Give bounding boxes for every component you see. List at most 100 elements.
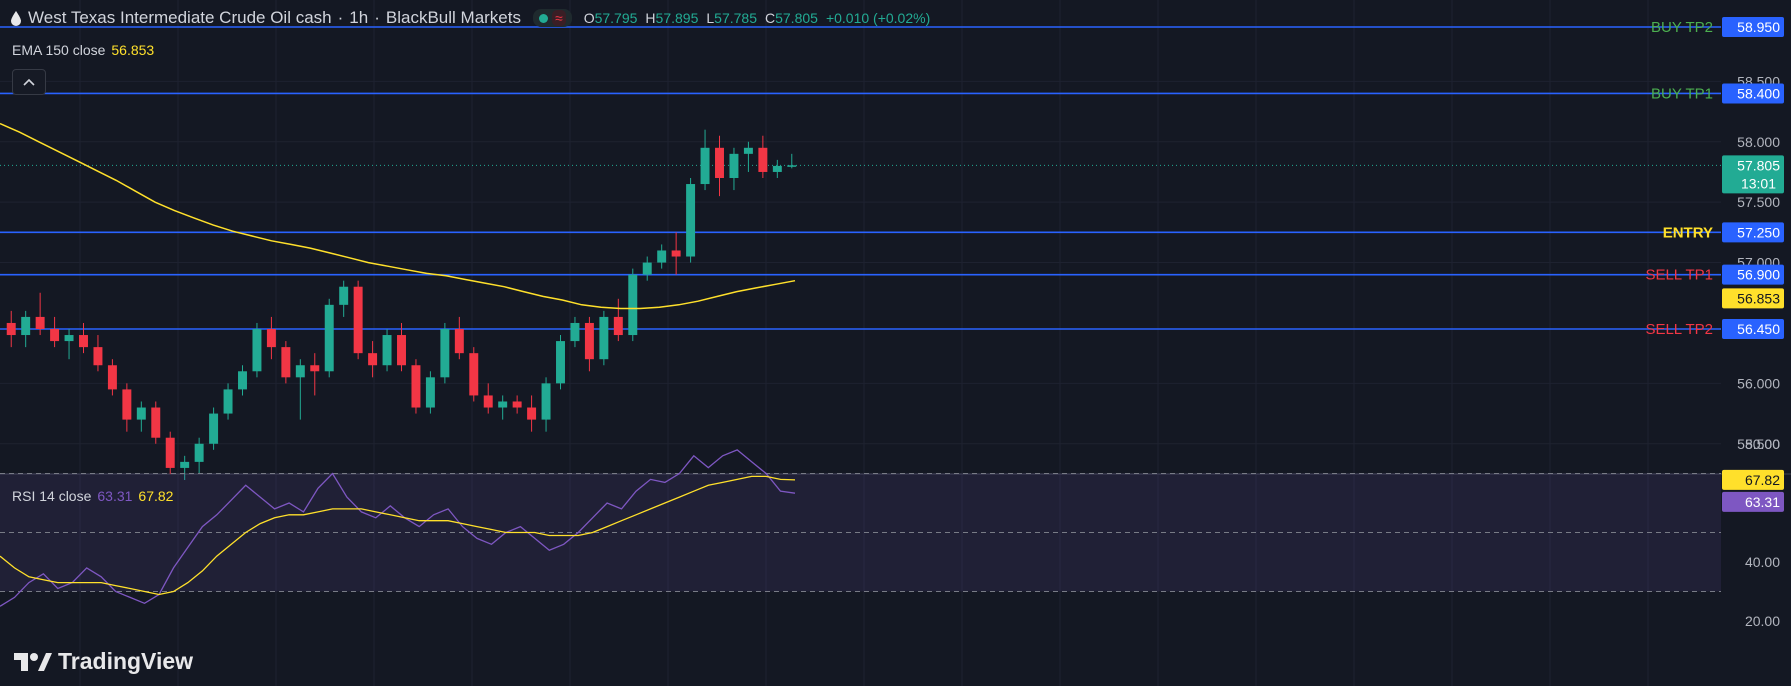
candle-body — [787, 165, 797, 167]
candle-body — [541, 383, 551, 420]
candle-body — [454, 329, 464, 354]
chart-header: West Texas Intermediate Crude Oil cash ·… — [10, 8, 930, 28]
candle-body — [628, 274, 638, 336]
rsi-ma-legend-value: 67.82 — [138, 488, 174, 504]
level-label: SELL TP2 — [1645, 321, 1713, 338]
candle-body — [209, 413, 219, 444]
candle-body — [353, 286, 363, 354]
rsi-legend-label: RSI 14 close — [12, 488, 92, 504]
candle-body — [238, 371, 247, 390]
rsi-ma-tag-label: 67.82 — [1745, 472, 1780, 488]
candles — [6, 129, 797, 480]
candle-body — [295, 365, 305, 378]
open-label: O — [583, 10, 595, 26]
candle-body — [165, 437, 175, 468]
rsi-pane — [0, 449, 1721, 607]
low-value: 57.785 — [714, 10, 757, 26]
ohlc-values: O57.795 H57.895 L57.785 C57.805 +0.010 (… — [584, 10, 931, 26]
level-label: BUY TP1 — [1651, 85, 1713, 102]
candle-body — [743, 147, 753, 154]
candle-body — [613, 316, 623, 336]
price-tick-label: 56.000 — [1737, 375, 1780, 391]
candle-body — [324, 304, 334, 372]
candle-body — [310, 365, 320, 372]
level-label: BUY TP2 — [1651, 19, 1713, 36]
price-tick-label: 55.500 — [1737, 436, 1780, 452]
tradingview-logo-icon — [14, 652, 52, 671]
level-price-tag — [1722, 319, 1784, 339]
ema-legend-label: EMA 150 close — [12, 42, 106, 58]
market-status-pill[interactable]: ≈ — [533, 9, 572, 27]
candle-body — [151, 407, 161, 438]
rsi-line — [0, 449, 796, 607]
candle-body — [93, 347, 103, 366]
low-label: L — [706, 10, 715, 26]
candle-body — [440, 329, 450, 378]
candle-body — [6, 322, 16, 336]
candle-body — [194, 443, 204, 462]
candle-body — [498, 401, 508, 408]
open-value: 57.795 — [594, 10, 638, 26]
candle-body — [339, 286, 349, 305]
market-open-icon — [539, 13, 548, 23]
candle-body — [79, 335, 88, 348]
candle-body — [527, 407, 537, 420]
tradingview-logo-text: TradingView — [58, 648, 194, 674]
candle-body — [686, 184, 696, 257]
level-lines: BUY TP2 BUY TP1 ENTRY SELL TP1 SELL TP2 — [0, 19, 1721, 338]
oil-drop-icon — [11, 11, 21, 26]
candle-body — [425, 377, 435, 408]
level-price-tag-label: 57.250 — [1737, 224, 1780, 240]
rsi-tick-label: 80.00 — [1745, 436, 1780, 452]
collapse-legend-button[interactable] — [12, 69, 46, 95]
ema-legend-value: 56.853 — [111, 42, 155, 58]
level-price-tag — [1722, 17, 1784, 37]
change-value: +0.010 (+0.02%) — [825, 10, 931, 26]
wave-icon: ≈ — [552, 10, 566, 26]
candle-body — [252, 329, 262, 372]
candle-body — [584, 322, 594, 360]
ema-legend[interactable]: EMA 150 close 56.853 — [12, 42, 154, 58]
candle-body — [136, 407, 146, 420]
candle-body — [599, 316, 609, 360]
candle-body — [223, 389, 233, 414]
tradingview-logo[interactable]: TradingView — [14, 648, 193, 675]
separator: · — [337, 8, 344, 27]
interval[interactable]: 1h — [349, 8, 369, 27]
rsi-legend[interactable]: RSI 14 close 63.31 67.82 — [12, 488, 173, 504]
current-price-tag — [1722, 155, 1784, 194]
candle-body — [266, 329, 276, 348]
separator: · — [374, 8, 380, 27]
candle-body — [397, 335, 406, 366]
level-label: SELL TP1 — [1645, 267, 1713, 284]
close-value: 57.805 — [775, 10, 818, 26]
candle-body — [512, 401, 522, 408]
price-axis[interactable]: 58.50058.00057.50057.00056.00055.50058.9… — [1722, 17, 1784, 629]
candle-body — [715, 147, 724, 178]
candle-body — [700, 147, 710, 185]
candle-body — [35, 316, 45, 329]
candle-body — [642, 262, 652, 275]
rsi-tick-label: 40.00 — [1745, 554, 1780, 570]
level-price-tag-label: 58.400 — [1737, 85, 1780, 101]
candle-body — [758, 147, 768, 172]
candle-body — [570, 322, 580, 342]
level-price-tag — [1722, 222, 1784, 243]
level-price-tag-label: 56.450 — [1737, 321, 1780, 337]
level-price-tag-label: 56.900 — [1737, 267, 1780, 283]
candle-body — [281, 347, 291, 378]
candle-body — [772, 165, 782, 172]
rsi-ma-line — [0, 475, 796, 596]
price-tick-label: 57.500 — [1737, 194, 1780, 210]
ema-line — [0, 122, 796, 310]
rsi-ma-tag — [1722, 469, 1784, 490]
candle-body — [657, 250, 667, 263]
countdown-label: 13:01 — [1741, 175, 1776, 191]
high-value: 57.895 — [655, 10, 699, 26]
instrument-name[interactable]: West Texas Intermediate Crude Oil cash — [28, 8, 332, 27]
candle-body — [671, 250, 681, 257]
rsi-tick-label: 20.00 — [1745, 613, 1780, 629]
candle-body — [368, 353, 378, 366]
